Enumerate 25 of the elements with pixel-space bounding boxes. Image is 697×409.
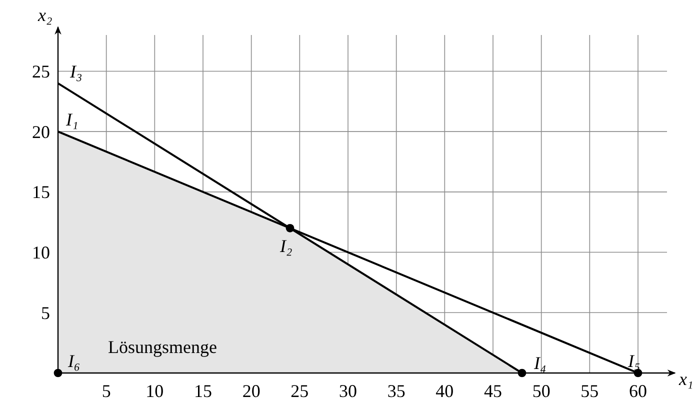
x-tick-label: 50 — [532, 381, 550, 401]
y-tick-label: 15 — [32, 182, 50, 202]
y-tick-label: 5 — [41, 302, 50, 323]
x-axis-title: x₁ — [678, 369, 694, 389]
annotation: I₄ — [533, 353, 546, 373]
x-tick-label: 15 — [194, 381, 212, 401]
x-tick-label: 25 — [290, 381, 309, 401]
annotation: I₁ — [65, 110, 78, 130]
annotation: I₃ — [69, 61, 82, 82]
x-tick-label: 45 — [484, 381, 502, 401]
x-tick-label: 30 — [339, 381, 357, 401]
y-axis-title: x₂ — [37, 5, 52, 25]
x-tick-label: 10 — [146, 381, 164, 401]
x-tick-label: 20 — [242, 381, 260, 401]
annotation: Lösungsmenge — [108, 337, 217, 357]
annotation: I₂ — [279, 236, 292, 256]
y-tick-label: 20 — [32, 122, 50, 142]
y-tick-label: 10 — [32, 242, 50, 263]
annotation: I₆ — [67, 351, 80, 371]
x-tick-label: 60 — [629, 381, 647, 401]
x-tick-label: 40 — [436, 381, 454, 401]
x-tick-label: 5 — [102, 381, 111, 401]
x-tick-label: 35 — [387, 381, 406, 401]
y-tick-label: 25 — [32, 62, 50, 82]
x-tick-label: 55 — [580, 381, 599, 401]
